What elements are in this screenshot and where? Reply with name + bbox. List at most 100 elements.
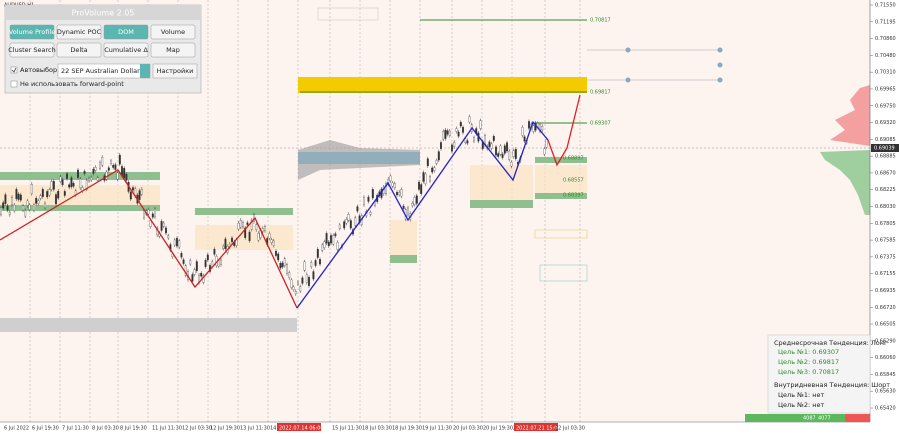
tool-button[interactable] xyxy=(56,24,102,40)
candle-body xyxy=(495,146,497,156)
price-label: 0.69965 xyxy=(875,86,896,92)
buy-volume: 4087 xyxy=(803,416,816,422)
candle-body xyxy=(255,224,258,230)
candle-body xyxy=(162,222,165,227)
panel-titlebar xyxy=(5,5,201,20)
candle-body xyxy=(288,272,291,278)
demand-zone xyxy=(390,255,417,263)
candle-body xyxy=(437,151,440,161)
price-label: 0.69750 xyxy=(875,103,896,109)
candle-body xyxy=(15,189,18,199)
marker xyxy=(717,77,723,83)
demand-zone xyxy=(535,157,587,163)
candle-body xyxy=(275,250,277,256)
zone-outline xyxy=(539,264,588,282)
price-label: 0.70480 xyxy=(875,53,896,59)
candle-body xyxy=(28,204,31,210)
candle-body xyxy=(457,131,460,137)
candle-body xyxy=(521,127,524,136)
candle-body xyxy=(347,214,350,221)
candle-body xyxy=(345,219,348,224)
candle-body xyxy=(19,194,22,201)
tool-button[interactable] xyxy=(150,42,196,58)
candle-body xyxy=(294,291,297,294)
candle-body xyxy=(167,235,170,239)
candle-body xyxy=(105,171,108,180)
candle-body xyxy=(435,160,438,164)
candle-body xyxy=(68,184,71,188)
time-label: 20 Jul 03:30 xyxy=(453,426,483,432)
candle-body xyxy=(246,222,249,225)
settings-button[interactable] xyxy=(152,63,198,79)
price-label: 0.65845 xyxy=(875,372,896,378)
candle-body xyxy=(354,217,357,226)
tool-button[interactable] xyxy=(9,42,55,58)
price-axis xyxy=(870,0,900,422)
candle-body xyxy=(35,198,38,204)
tool-button[interactable] xyxy=(56,42,102,58)
candle-body xyxy=(261,228,264,232)
candle-body xyxy=(72,183,75,187)
current-price: 0.69039 xyxy=(874,146,895,152)
candle-body xyxy=(422,172,425,182)
price-label: 0.66935 xyxy=(875,288,896,294)
candle-body xyxy=(66,173,68,179)
time-label: 2022.07.14 06:00 xyxy=(279,426,324,432)
candle-body xyxy=(497,153,500,157)
candle-body xyxy=(0,207,2,215)
candle-body xyxy=(239,219,242,228)
settings-label: Настройки xyxy=(157,67,194,75)
tool-button[interactable] xyxy=(150,24,196,40)
candle-body xyxy=(63,191,66,196)
price-label: 0.68030 xyxy=(875,204,896,210)
demand-zone xyxy=(470,200,533,208)
candle-body xyxy=(250,220,253,230)
forecast-arrow xyxy=(547,94,581,167)
candle-body xyxy=(83,171,86,174)
zone xyxy=(470,165,533,200)
candle-body xyxy=(17,193,20,200)
candle-body xyxy=(413,197,416,205)
time-label: 12 Jul 19:30 xyxy=(210,426,240,432)
tool-button[interactable] xyxy=(103,42,149,58)
candle-body xyxy=(143,210,145,219)
time-label: 8 Jul 03:30 xyxy=(92,426,119,432)
candle-body xyxy=(473,137,475,142)
checkbox[interactable] xyxy=(10,80,18,88)
candle-body xyxy=(237,222,240,230)
tool-button[interactable] xyxy=(9,24,55,40)
candle-body xyxy=(510,162,513,167)
time-label: 6 Jul 2022 xyxy=(4,426,29,432)
dropdown-arrow[interactable] xyxy=(140,64,150,78)
candle-body xyxy=(173,239,176,246)
candle-body xyxy=(52,181,55,190)
zigzag-up xyxy=(296,120,549,309)
candle-body xyxy=(110,160,112,164)
tool-button[interactable] xyxy=(103,24,149,40)
candle-body xyxy=(268,233,271,239)
candle-body xyxy=(77,169,79,178)
candle-body xyxy=(356,206,359,212)
tool-button-label: Volume xyxy=(161,28,185,36)
candle-body xyxy=(385,183,387,194)
trend-box xyxy=(767,334,871,414)
price-label: 0.67805 xyxy=(875,221,896,227)
zone xyxy=(390,220,417,255)
candle-body xyxy=(90,177,93,181)
candle-body xyxy=(466,140,469,144)
candle-body xyxy=(418,182,420,190)
time-label: 6 Jul 19:30 xyxy=(32,426,59,432)
candle-body xyxy=(292,286,295,290)
price-label: 0.71550 xyxy=(875,3,896,9)
checkbox[interactable] xyxy=(10,66,18,74)
candle-body xyxy=(182,259,185,264)
time-label: 13 Jul 11:30 xyxy=(240,426,270,432)
candle-body xyxy=(286,264,288,274)
target: Цель №3: 0.70817 xyxy=(778,368,839,376)
candle-body xyxy=(371,189,374,199)
candle-body xyxy=(453,141,456,148)
candle-body xyxy=(420,184,423,194)
candle-body xyxy=(11,197,13,205)
candle-body xyxy=(151,213,154,218)
